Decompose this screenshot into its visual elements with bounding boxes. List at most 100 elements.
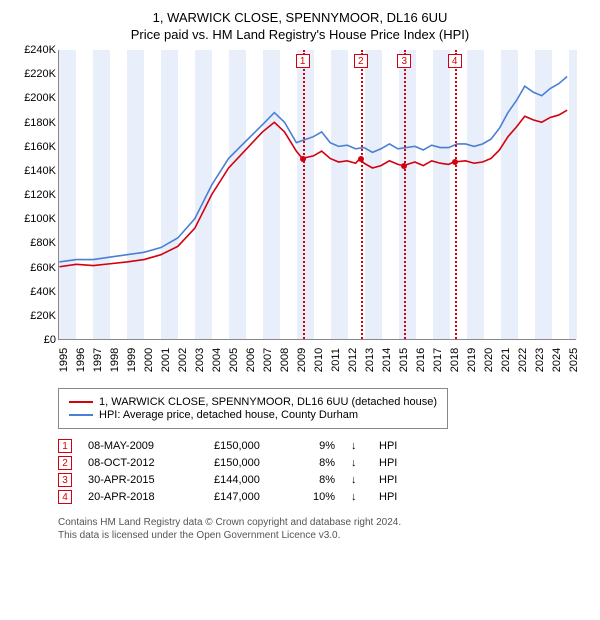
sale-compare-label: HPI [379,491,397,503]
legend-item: HPI: Average price, detached house, Coun… [69,409,437,421]
down-arrow-icon: ↓ [351,440,363,452]
sale-price: £150,000 [214,440,284,452]
sale-pct: 8% [300,457,335,469]
legend-item: 1, WARWICK CLOSE, SPENNYMOOR, DL16 6UU (… [69,396,437,408]
marker-vline [361,50,363,339]
x-tick-label: 2001 [160,348,172,372]
marker-dot [452,159,458,165]
down-arrow-icon: ↓ [351,491,363,503]
marker-vline [455,50,457,339]
x-tick-label: 2005 [228,348,240,372]
x-tick-label: 1996 [75,348,87,372]
sale-row: 1 08-MAY-2009 £150,000 9% ↓ HPI [58,439,590,453]
legend-swatch [69,414,93,416]
x-tick-label: 2021 [500,348,512,372]
y-tick-label: £20K [30,310,56,322]
marker-dot [300,156,306,162]
x-tick-label: 2025 [568,348,580,372]
x-tick-label: 1998 [109,348,121,372]
sale-pct: 8% [300,474,335,486]
chart-title-block: 1, WARWICK CLOSE, SPENNYMOOR, DL16 6UU P… [10,10,590,42]
series-hpi [59,77,567,262]
y-tick-label: £120K [24,189,56,201]
down-arrow-icon: ↓ [351,457,363,469]
legend-label: 1, WARWICK CLOSE, SPENNYMOOR, DL16 6UU (… [99,396,437,408]
x-tick-label: 2012 [347,348,359,372]
marker-vline [404,50,406,339]
x-tick-label: 1999 [126,348,138,372]
chart-container: £0£20K£40K£60K£80K£100K£120K£140K£160K£1… [10,50,590,380]
x-tick-label: 2010 [313,348,325,372]
x-tick-label: 2000 [143,348,155,372]
legend-label: HPI: Average price, detached house, Coun… [99,409,358,421]
x-tick-label: 2009 [296,348,308,372]
y-tick-label: £240K [24,44,56,56]
x-tick-label: 2024 [551,348,563,372]
x-tick-label: 2022 [517,348,529,372]
sale-date: 08-MAY-2009 [88,440,198,452]
sale-row: 3 30-APR-2015 £144,000 8% ↓ HPI [58,473,590,487]
y-tick-label: £220K [24,68,56,80]
marker-number-box: 3 [397,54,411,68]
sales-table: 1 08-MAY-2009 £150,000 9% ↓ HPI 2 08-OCT-2012 £1… [58,439,590,504]
sale-price: £144,000 [214,474,284,486]
y-tick-label: £180K [24,117,56,129]
y-tick-label: £60K [30,262,56,274]
chart-title-line1: 1, WARWICK CLOSE, SPENNYMOOR, DL16 6UU [10,10,590,25]
legend-swatch [69,401,93,403]
series-property [59,110,567,267]
sale-compare-label: HPI [379,474,397,486]
x-tick-label: 2015 [398,348,410,372]
x-tick-label: 2002 [177,348,189,372]
y-tick-label: £140K [24,165,56,177]
sale-number-box: 4 [58,490,72,504]
x-tick-label: 2019 [466,348,478,372]
sale-date: 20-APR-2018 [88,491,198,503]
x-tick-label: 2013 [364,348,376,372]
marker-dot [401,163,407,169]
x-axis: 1995199619971998199920002001200220032004… [58,340,576,380]
y-tick-label: £80K [30,237,56,249]
marker-number-box: 2 [354,54,368,68]
sale-compare-label: HPI [379,457,397,469]
sale-price: £150,000 [214,457,284,469]
y-axis: £0£20K£40K£60K£80K£100K£120K£140K£160K£1… [10,50,58,340]
sale-date: 08-OCT-2012 [88,457,198,469]
footer-line2: This data is licensed under the Open Gov… [58,529,590,542]
x-tick-label: 1997 [92,348,104,372]
sale-pct: 10% [300,491,335,503]
marker-vline [303,50,305,339]
y-tick-label: £0 [44,334,56,346]
x-tick-label: 2016 [415,348,427,372]
footer-line1: Contains HM Land Registry data © Crown c… [58,516,590,529]
footer-attribution: Contains HM Land Registry data © Crown c… [58,516,590,542]
x-tick-label: 2014 [381,348,393,372]
y-tick-label: £200K [24,92,56,104]
down-arrow-icon: ↓ [351,474,363,486]
y-tick-label: £40K [30,286,56,298]
chart-title-line2: Price paid vs. HM Land Registry's House … [10,27,590,42]
sale-number-box: 1 [58,439,72,453]
sale-row: 2 08-OCT-2012 £150,000 8% ↓ HPI [58,456,590,470]
x-tick-label: 2017 [432,348,444,372]
marker-dot [358,156,364,162]
x-tick-label: 2004 [211,348,223,372]
x-tick-label: 1995 [58,348,70,372]
sale-row: 4 20-APR-2018 £147,000 10% ↓ HPI [58,490,590,504]
x-tick-label: 2007 [262,348,274,372]
chart-lines [59,50,576,339]
sale-price: £147,000 [214,491,284,503]
marker-number-box: 4 [448,54,462,68]
sale-date: 30-APR-2015 [88,474,198,486]
x-tick-label: 2018 [449,348,461,372]
marker-number-box: 1 [296,54,310,68]
sale-number-box: 2 [58,456,72,470]
sale-number-box: 3 [58,473,72,487]
plot-area: 1 2 3 4 [58,50,576,340]
x-tick-label: 2011 [330,348,342,372]
x-tick-label: 2023 [534,348,546,372]
x-tick-label: 2006 [245,348,257,372]
sale-compare-label: HPI [379,440,397,452]
sale-pct: 9% [300,440,335,452]
legend-box: 1, WARWICK CLOSE, SPENNYMOOR, DL16 6UU (… [58,388,448,429]
